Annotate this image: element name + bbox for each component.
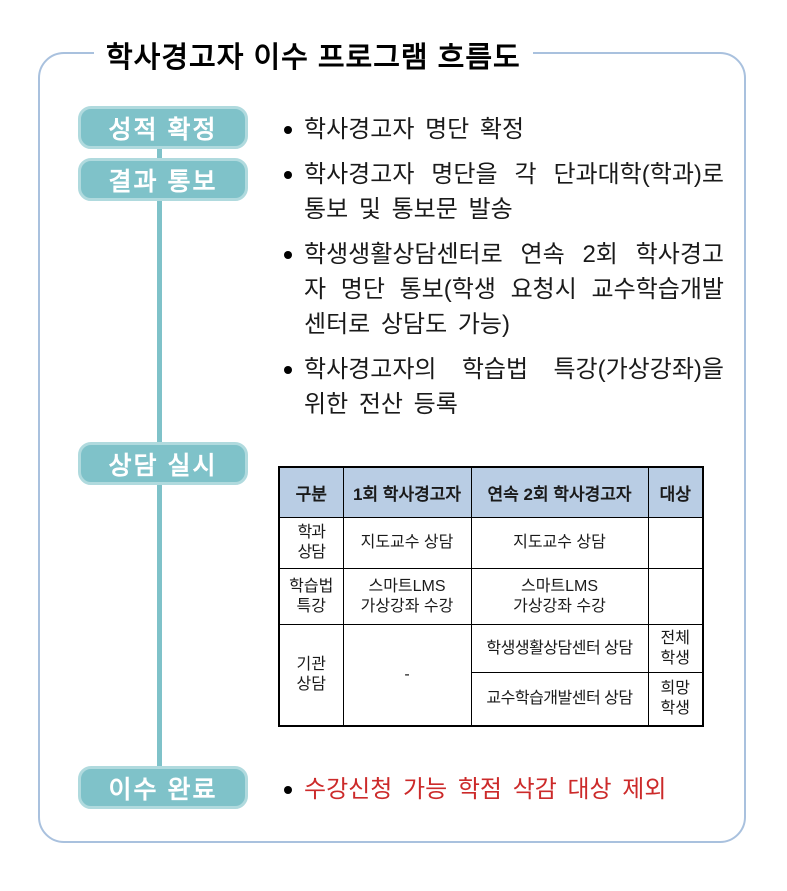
cell-second: 스마트LMS 가상강좌 수강 <box>470 568 649 625</box>
header-first-warning: 1회 학사경고자 <box>342 466 472 518</box>
bullet-grade-confirm: 학사경고자 명단 확정 <box>278 112 724 147</box>
stage-label: 이수 완료 <box>108 775 218 804</box>
cell-target <box>647 568 704 625</box>
cell-category: 기관 상담 <box>278 624 344 727</box>
cell-target <box>647 517 704 569</box>
cell-first: - <box>342 624 472 727</box>
table-header-row: 구분 1회 학사경고자 연속 2회 학사경고자 대상 <box>278 466 704 518</box>
bullet-dot <box>284 251 292 259</box>
bullet-dot <box>284 171 292 179</box>
stage-box-grade-confirm: 성적 확정 <box>78 106 248 149</box>
header-second-warning: 연속 2회 학사경고자 <box>470 466 649 518</box>
stage-label: 성적 확정 <box>108 115 218 144</box>
bullet-notify-1: 학사경고자 명단을 각 단과대학(학과)로 통보 및 통보문 발송 <box>278 157 724 227</box>
header-category: 구분 <box>278 466 344 518</box>
table-row-dept-counseling: 학과 상담 지도교수 상담 지도교수 상담 <box>278 517 704 569</box>
cell-target: 희망 학생 <box>647 672 704 727</box>
counseling-table: 구분 1회 학사경고자 연속 2회 학사경고자 대상 학과 상담 지도교수 상담… <box>278 466 704 727</box>
cell-second: 지도교수 상담 <box>470 517 649 569</box>
page-title: 학사경고자 이수 프로그램 흐름도 <box>94 34 533 76</box>
bullet-dot <box>284 366 292 374</box>
bullet-dot <box>284 126 292 134</box>
stage-box-result-notice: 결과 통보 <box>78 158 248 201</box>
stage-label: 상담 실시 <box>108 451 218 480</box>
bullet-text: 학사경고자 명단을 각 단과대학(학과)로 통보 및 통보문 발송 <box>304 161 724 223</box>
header-target: 대상 <box>647 466 704 518</box>
table-row-study-method: 학습법 특강 스마트LMS 가상강좌 수강 스마트LMS 가상강좌 수강 <box>278 568 704 625</box>
table-row-org-counseling-2: 교수학습개발센터 상담 희망 학생 <box>279 672 704 727</box>
cell-second: 교수학습개발센터 상담 <box>470 672 649 727</box>
bullet-text: 학사경고자의 학습법 특강(가상강좌)을 위한 전산 등록 <box>304 356 724 418</box>
table-row-org-counseling-1: 기관 상담 - 학생생활상담센터 상담 전체 학생 <box>278 624 704 727</box>
cell-category: 학과 상담 <box>278 517 344 569</box>
bullet-notify-2: 학생생활상담센터로 연속 2회 학사경고자 명단 통보(학생 요청시 교수학습개… <box>278 237 724 342</box>
cell-category: 학습법 특강 <box>278 568 344 625</box>
cell-first: 지도교수 상담 <box>342 517 472 569</box>
cell-second: 학생생활상담센터 상담 <box>470 624 649 673</box>
bullet-text: 학생생활상담센터로 연속 2회 학사경고자 명단 통보(학생 요청시 교수학습개… <box>304 241 724 338</box>
cell-target: 전체 학생 <box>647 624 704 673</box>
bullet-dot <box>284 786 292 794</box>
bullet-text-highlight: 수강신청 가능 학점 삭감 대상 제외 <box>304 776 667 803</box>
stage-box-counseling: 상담 실시 <box>78 442 248 485</box>
bullet-completion: 수강신청 가능 학점 삭감 대상 제외 <box>278 772 724 807</box>
bullet-text: 학사경고자 명단 확정 <box>304 116 525 143</box>
bullet-notify-3: 학사경고자의 학습법 특강(가상강좌)을 위한 전산 등록 <box>278 352 724 422</box>
stage-label: 결과 통보 <box>108 167 218 196</box>
stage-box-completion: 이수 완료 <box>78 766 248 809</box>
cell-first: 스마트LMS 가상강좌 수강 <box>342 568 472 625</box>
